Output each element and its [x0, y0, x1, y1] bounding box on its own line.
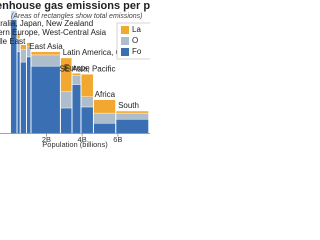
- legend-swatch: [121, 26, 129, 34]
- bar-segment: [60, 91, 72, 109]
- legend-label: O: [132, 36, 138, 45]
- bar-segment: [26, 56, 31, 134]
- bar-segment: [115, 119, 149, 134]
- bar-segment: [20, 44, 27, 50]
- legend: La O Fo: [116, 22, 150, 60]
- bar-segment: [60, 107, 72, 134]
- bar-segment: [31, 51, 61, 56]
- bar-segment: [72, 75, 81, 85]
- bar-segment: [17, 51, 21, 134]
- bar-segment: [17, 33, 21, 39]
- bar-segment: [72, 84, 81, 134]
- title-background: [0, 0, 150, 20]
- bar-segment: [93, 99, 116, 114]
- category-label: stern Europe, West-Central Asia: [0, 28, 107, 37]
- x-tick-label: 4B: [78, 135, 87, 144]
- legend-swatch: [121, 48, 129, 56]
- bar-segment: [93, 123, 116, 134]
- bar-segment: [31, 65, 61, 134]
- bar-segment: [115, 112, 149, 120]
- category-label: Europe: [64, 63, 90, 72]
- category-label: stralia, Japan, New Zealand: [0, 19, 93, 28]
- legend-label: Fo: [132, 47, 142, 56]
- chart-subtitle: (Areas of rectangles show total emission…: [11, 13, 143, 20]
- bar-segment: [81, 74, 94, 97]
- category-label: SE Asia, Pacific: [59, 64, 115, 73]
- bar-segment: [81, 106, 94, 134]
- x-tick-label: 2B: [42, 135, 51, 144]
- x-axis-label: Population (billions): [42, 140, 108, 149]
- category-label: ddle East: [0, 37, 26, 46]
- bar-segment: [60, 57, 72, 92]
- bar-segment: [20, 61, 27, 134]
- bar-segment: [81, 96, 94, 108]
- bar-segment: [72, 73, 81, 76]
- legend-swatch: [121, 37, 129, 45]
- chart-title: enhouse gas emissions per pe: [0, 0, 150, 12]
- bar-segment: [31, 54, 61, 67]
- bar-segment: [93, 112, 116, 124]
- category-label: Africa: [95, 90, 116, 99]
- bar-segment: [20, 49, 27, 63]
- bar-segment: [26, 42, 31, 47]
- category-label: South: [118, 101, 139, 110]
- x-tick-label: 6B: [113, 135, 122, 144]
- category-label: Latin America, Caribbean: [63, 48, 150, 57]
- legend-label: La: [132, 25, 141, 34]
- category-label: East Asia: [29, 42, 63, 51]
- bar-segment: [115, 110, 149, 114]
- plot-area: [10, 11, 149, 134]
